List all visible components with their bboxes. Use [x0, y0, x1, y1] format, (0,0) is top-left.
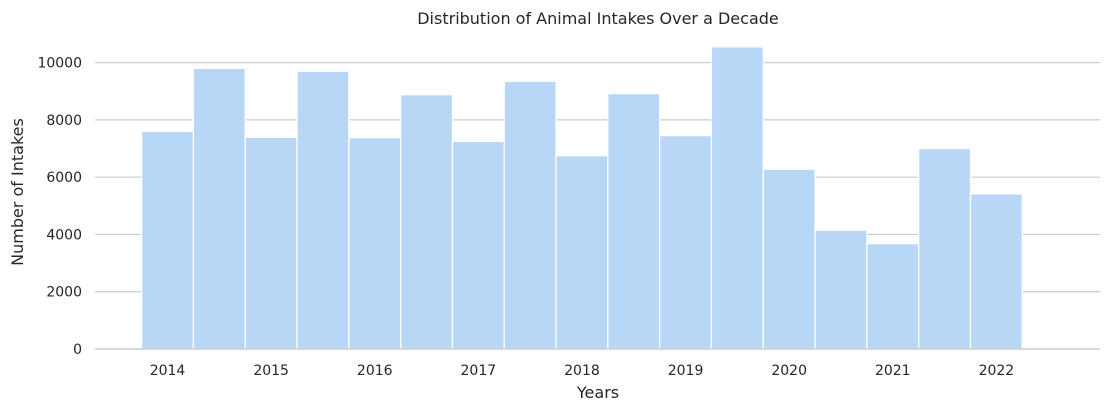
y-tick-label: 8000	[46, 113, 82, 129]
y-axis-label: Number of Intakes	[8, 118, 27, 266]
histogram-bar	[814, 229, 868, 350]
x-tick-label: 2014	[150, 363, 186, 379]
y-tick-label: 4000	[46, 227, 82, 243]
histogram-bar	[244, 136, 298, 350]
histogram-bar	[762, 168, 816, 350]
histogram-bar	[555, 155, 609, 350]
histogram-bar	[659, 135, 713, 350]
x-tick-label: 2018	[564, 363, 600, 379]
histogram-bar	[503, 80, 557, 350]
x-tick-labels: 2014 2015 2016 2017 2018 2019 2020 2021 2022	[150, 363, 1015, 379]
histogram-bar	[140, 130, 195, 350]
y-tick-labels: 0 2000 4000 6000 8000 10000	[37, 56, 82, 358]
chart-title: Distribution of Animal Intakes Over a De…	[417, 9, 779, 28]
x-tick-label: 2015	[253, 363, 289, 379]
histogram-bar	[399, 94, 454, 350]
x-tick-label: 2020	[771, 363, 807, 379]
bars	[140, 46, 1023, 350]
histogram-bar	[348, 137, 402, 350]
histogram-bar	[451, 140, 505, 350]
y-tick-label: 0	[73, 342, 82, 358]
x-tick-label: 2017	[461, 363, 497, 379]
x-axis-label: Years	[576, 383, 619, 402]
y-tick-label: 6000	[46, 170, 82, 186]
histogram-bar	[607, 92, 661, 350]
histogram-bar	[710, 46, 764, 350]
histogram-bar	[296, 70, 350, 350]
x-tick-label: 2022	[979, 363, 1015, 379]
x-tick-label: 2016	[357, 363, 393, 379]
x-tick-label: 2019	[668, 363, 704, 379]
y-tick-label: 10000	[37, 56, 82, 72]
histogram-bar	[969, 193, 1023, 350]
histogram-bar	[866, 242, 920, 350]
histogram-bar	[918, 147, 972, 350]
histogram-bar	[192, 67, 246, 350]
y-tick-label: 2000	[46, 285, 82, 301]
x-tick-label: 2021	[875, 363, 911, 379]
